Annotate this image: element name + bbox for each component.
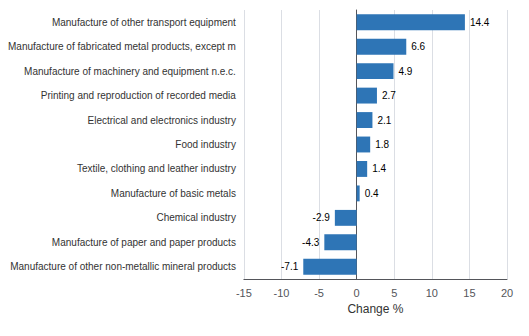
svg-text:-15: -15 xyxy=(236,287,252,299)
svg-text:6.6: 6.6 xyxy=(411,41,425,52)
svg-text:-7.1: -7.1 xyxy=(281,261,299,272)
svg-text:0.4: 0.4 xyxy=(365,188,379,199)
svg-text:Manufacture of fabricated meta: Manufacture of fabricated metal products… xyxy=(8,41,236,52)
svg-text:20: 20 xyxy=(501,287,513,299)
svg-text:Food industry: Food industry xyxy=(175,139,236,150)
svg-text:-5: -5 xyxy=(314,287,324,299)
svg-text:Textile, clothing and leather: Textile, clothing and leather industry xyxy=(77,163,236,174)
svg-text:5: 5 xyxy=(391,287,397,299)
svg-text:Printing and reproduction of r: Printing and reproduction of recorded me… xyxy=(41,90,237,101)
svg-text:1.8: 1.8 xyxy=(375,139,389,150)
svg-text:Manufacture of machinery and e: Manufacture of machinery and equipment n… xyxy=(24,66,236,77)
svg-text:-10: -10 xyxy=(274,287,290,299)
svg-text:Manufacture of other non-metal: Manufacture of other non-metallic minera… xyxy=(10,261,236,272)
svg-text:-2.9: -2.9 xyxy=(313,212,331,223)
svg-text:Chemical industry: Chemical industry xyxy=(156,212,235,223)
svg-text:15: 15 xyxy=(463,287,475,299)
svg-text:10: 10 xyxy=(426,287,438,299)
svg-text:-4.3: -4.3 xyxy=(302,237,320,248)
svg-text:Change %: Change % xyxy=(347,302,403,316)
svg-text:0: 0 xyxy=(354,287,360,299)
svg-text:14.4: 14.4 xyxy=(470,17,490,28)
svg-text:4.9: 4.9 xyxy=(398,66,412,77)
svg-text:Electrical and electronics ind: Electrical and electronics industry xyxy=(87,115,235,126)
svg-text:2.7: 2.7 xyxy=(382,90,396,101)
svg-text:Manufacture of other transport: Manufacture of other transport equipment xyxy=(52,17,236,28)
svg-text:1.4: 1.4 xyxy=(372,163,386,174)
svg-text:2.1: 2.1 xyxy=(377,115,391,126)
svg-text:Manufacture of paper and paper: Manufacture of paper and paper products xyxy=(52,237,236,248)
svg-text:Manufacture of basic metals: Manufacture of basic metals xyxy=(111,188,236,199)
